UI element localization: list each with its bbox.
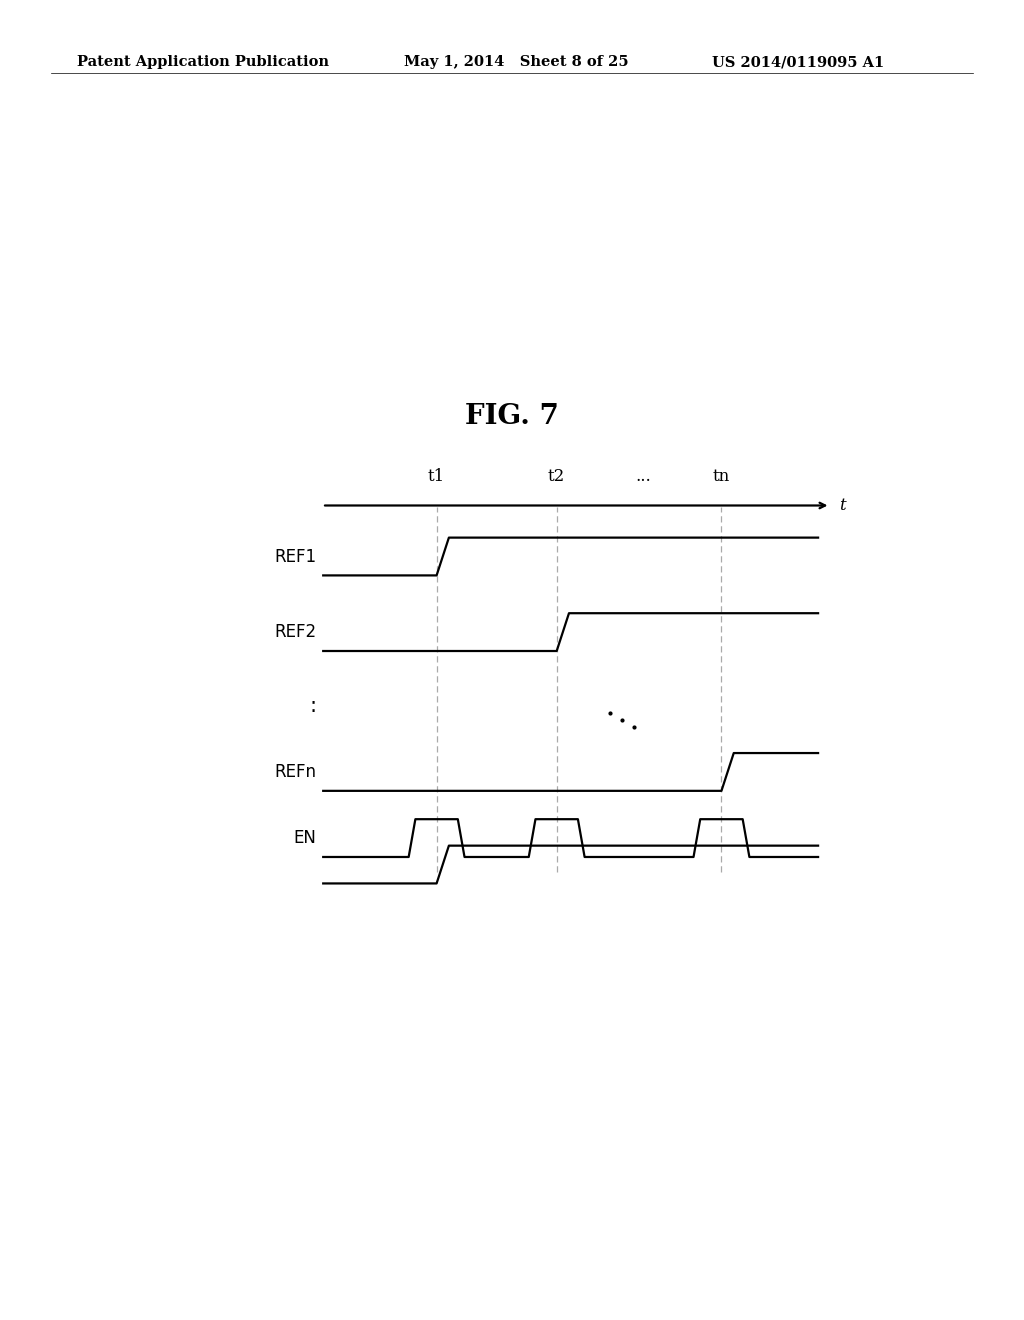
- Text: FIG. 7: FIG. 7: [465, 403, 559, 429]
- Text: EN: EN: [294, 829, 316, 847]
- Text: Patent Application Publication: Patent Application Publication: [77, 55, 329, 70]
- Text: t1: t1: [428, 467, 445, 484]
- Text: REFn: REFn: [274, 763, 316, 781]
- Text: :: :: [309, 696, 316, 715]
- Text: t: t: [839, 498, 846, 513]
- Text: US 2014/0119095 A1: US 2014/0119095 A1: [712, 55, 884, 70]
- Text: tn: tn: [713, 467, 730, 484]
- Text: t2: t2: [548, 467, 565, 484]
- Text: ...: ...: [635, 467, 651, 484]
- Text: REF1: REF1: [274, 548, 316, 565]
- Text: REF2: REF2: [274, 623, 316, 642]
- Text: May 1, 2014   Sheet 8 of 25: May 1, 2014 Sheet 8 of 25: [404, 55, 629, 70]
